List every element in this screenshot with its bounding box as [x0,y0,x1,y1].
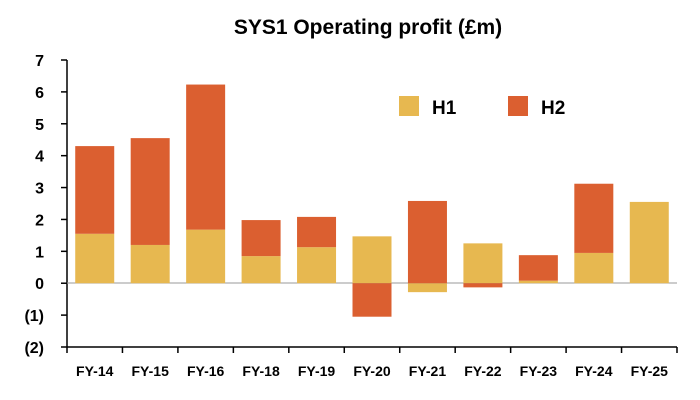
y-tick-label: 7 [35,53,44,70]
bar-h1 [241,256,281,284]
x-tick-label: FY-18 [242,363,280,379]
x-tick-label: FY-21 [409,363,447,379]
bar-h1 [297,247,337,284]
bar-h1 [463,243,503,284]
y-tick-label: 3 [35,181,44,198]
x-tick-label: FY-24 [575,363,613,379]
x-ticks: FY-14 FY-15 FY-16 FY-18 FY-19 FY-20 FY-21 FY-22… [66,347,678,379]
bar-h2 [574,183,614,253]
bar-h2 [297,216,337,248]
bar-h1 [130,244,170,284]
y-tick-label: (2) [24,340,44,357]
y-tick-label: 6 [35,85,44,102]
bar-h2 [75,146,115,234]
x-tick-label: FY-16 [187,363,225,379]
bar-h1 [518,280,558,284]
legend-label-h1: H1 [432,98,457,119]
bar-h2 [518,255,558,281]
bars [75,84,669,317]
bar-h1 [186,229,226,284]
y-tick-label: 1 [35,244,44,261]
bar-h2 [407,200,447,284]
bar-h1 [574,252,614,284]
chart-title: SYS1 Operating profit (£m) [234,16,502,39]
x-tick-label: FY-22 [464,363,502,379]
bar-h1 [407,283,447,293]
bar-h2 [130,138,170,245]
bar-h2 [463,283,503,288]
y-tick-label: 5 [35,117,44,134]
y-ticks: 7 6 5 4 3 2 1 0 (1) (2) [24,53,67,357]
y-tick-label: 0 [35,276,44,293]
y-tick-label: 2 [35,212,44,229]
bar-h1 [352,236,392,284]
legend: H1 H2 [399,96,565,119]
bar-h2 [241,220,281,257]
legend-label-h2: H2 [541,98,565,119]
legend-swatch-h2 [508,96,528,116]
y-tick-label: 4 [35,149,44,166]
y-tick-label: (1) [24,308,44,325]
x-tick-label: FY-20 [353,363,391,379]
bar-h2 [352,283,392,317]
x-tick-label: FY-14 [76,363,114,379]
bar-h2 [186,84,226,230]
x-tick-label: FY-23 [520,363,558,379]
legend-swatch-h1 [399,96,419,116]
bar-h1 [75,233,115,284]
bar-h1 [629,201,669,284]
x-tick-label: FY-19 [298,363,336,379]
x-tick-label: FY-25 [631,363,669,379]
x-tick-label: FY-15 [132,363,170,379]
